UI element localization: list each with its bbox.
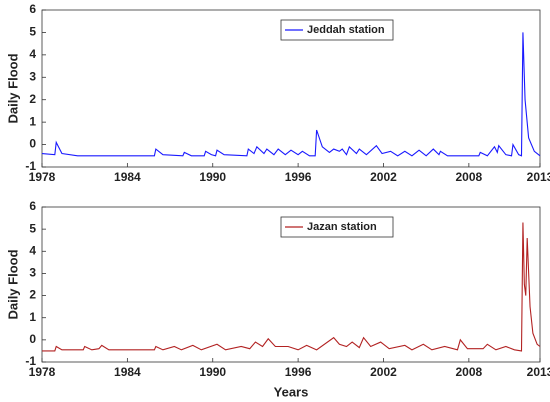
x-tick-label: 2013 <box>527 365 550 379</box>
y-axis-label: Daily Flood <box>5 249 20 319</box>
y-tick-label: 2 <box>29 92 36 106</box>
x-tick-label: 2008 <box>456 170 483 184</box>
x-tick-label: 2002 <box>370 365 397 379</box>
y-tick-label: 1 <box>29 114 36 128</box>
data-line <box>41 32 541 157</box>
y-tick-label: 4 <box>29 243 36 257</box>
y-tick-label: 0 <box>29 137 36 151</box>
x-tick-label: 1984 <box>114 170 141 184</box>
y-tick-label: -1 <box>25 354 36 368</box>
y-tick-label: 2 <box>29 288 36 302</box>
y-tick-label: 0 <box>29 332 36 346</box>
y-tick-label: 1 <box>29 310 36 324</box>
y-tick-label: 4 <box>29 47 36 61</box>
x-tick-label: 1990 <box>199 365 226 379</box>
x-tick-label: 2013 <box>527 170 550 184</box>
plot-frame <box>41 9 541 168</box>
legend-label: Jeddah station <box>307 24 385 36</box>
legend-box <box>280 19 394 41</box>
y-tick-label: -1 <box>25 159 36 173</box>
y-axis-label: Daily Flood <box>5 53 20 123</box>
y-tick-label: 5 <box>29 221 36 235</box>
data-line <box>42 222 541 352</box>
x-tick-label: 1996 <box>285 365 312 379</box>
x-tick-label: 1996 <box>285 170 312 184</box>
x-axis-label: Years <box>274 384 309 399</box>
x-tick-label: 2008 <box>456 365 483 379</box>
y-tick-label: 6 <box>29 199 36 213</box>
x-tick-label: 2002 <box>370 170 397 184</box>
y-tick-label: 3 <box>29 69 36 83</box>
x-tick-label: 1978 <box>29 365 56 379</box>
x-tick-label: 1984 <box>114 365 141 379</box>
y-tick-label: 6 <box>29 2 36 16</box>
plot-frame <box>41 206 541 363</box>
x-tick-label: 1990 <box>199 170 226 184</box>
legend-label: Jazan station <box>307 221 377 233</box>
y-tick-label: 5 <box>29 25 36 39</box>
legend-box <box>280 216 394 238</box>
y-tick-label: 3 <box>29 266 36 280</box>
x-tick-label: 1978 <box>29 170 56 184</box>
